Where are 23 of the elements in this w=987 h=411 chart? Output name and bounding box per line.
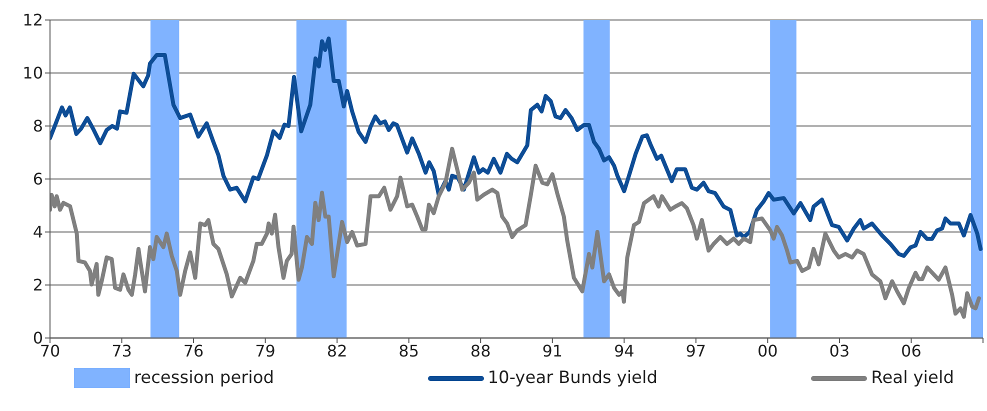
- x-tick-label: 85: [398, 341, 420, 360]
- line-series: [50, 36, 983, 258]
- y-tick-label: 4: [32, 222, 43, 242]
- x-tick-label: 82: [326, 341, 348, 360]
- x-tick-label: 79: [255, 341, 276, 360]
- y-tick-label: 6: [32, 170, 43, 189]
- line-series: [50, 146, 981, 319]
- legend-label: Real yield: [871, 368, 954, 388]
- y-tick-label: 10: [22, 64, 43, 83]
- x-tick-label: 91: [542, 341, 563, 360]
- x-tick-label: 76: [183, 341, 204, 360]
- x-tick-label: 88: [470, 341, 491, 360]
- x-tick-label: 00: [758, 341, 778, 360]
- x-tick-label: 97: [686, 341, 706, 360]
- legend-label: recession period: [134, 368, 274, 388]
- x-tick-label: 06: [901, 341, 922, 360]
- x-tick-label: 94: [614, 341, 634, 360]
- y-tick-label: 8: [32, 116, 43, 136]
- x-tick-label: 73: [112, 341, 132, 360]
- y-tick-label: 12: [22, 10, 43, 30]
- x-tick-label: 03: [829, 341, 850, 360]
- y-tick-label: 2: [32, 276, 43, 295]
- legend-label: 10-year Bunds yield: [488, 368, 658, 388]
